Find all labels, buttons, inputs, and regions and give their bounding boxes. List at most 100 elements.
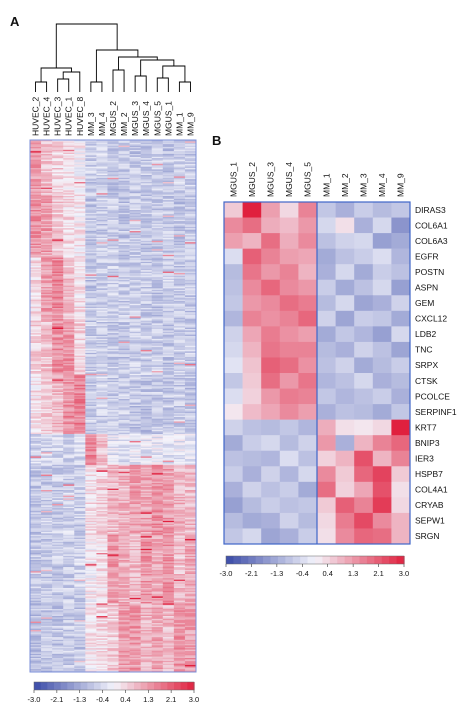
heatmap-cell <box>63 581 75 583</box>
heatmap-cell <box>85 222 97 225</box>
heatmap-cell <box>52 453 64 456</box>
heatmap-cell <box>184 219 197 222</box>
heatmap-cell <box>162 351 175 354</box>
heatmap-cell <box>74 571 86 573</box>
heatmap-cell <box>96 166 108 169</box>
heatmap-cell <box>140 351 153 354</box>
heatmap-cell <box>140 187 153 190</box>
heatmap-cell <box>63 529 75 531</box>
heatmap-cell <box>129 257 141 260</box>
heatmap-cell <box>162 326 175 328</box>
heatmap-cell <box>41 443 53 446</box>
heatmap-cell <box>30 492 42 495</box>
heatmap-cell <box>140 263 153 265</box>
heatmap-cell <box>52 226 64 229</box>
heatmap-cell <box>30 354 42 356</box>
heatmap-cell <box>52 408 64 411</box>
heatmap-cell <box>162 295 175 298</box>
heatmap-cell <box>63 393 75 396</box>
heatmap-cell <box>118 284 130 286</box>
heatmap-cell <box>129 511 141 513</box>
heatmap-cell <box>63 554 75 557</box>
heatmap-cell <box>184 358 197 361</box>
heatmap-cell <box>140 422 153 425</box>
heatmap-cell <box>162 420 175 422</box>
heatmap-cell <box>41 177 53 180</box>
heatmap-cell <box>96 600 108 603</box>
heatmap-cell <box>41 191 53 194</box>
heatmap-cell <box>162 397 175 400</box>
heatmap-cell <box>173 274 186 277</box>
heatmap-cell <box>74 152 86 155</box>
heatmap-cell <box>129 522 141 524</box>
heatmap-cell <box>184 203 197 205</box>
heatmap-cell <box>140 555 153 558</box>
heatmap-cell <box>85 494 97 496</box>
heatmap-cell <box>151 448 164 450</box>
heatmap-cell <box>162 210 175 212</box>
dendrogram-branch-12 <box>95 49 139 82</box>
heatmap-cell <box>85 246 97 249</box>
heatmap-cell <box>151 163 164 166</box>
heatmap-cell <box>118 469 130 471</box>
heatmap-cell <box>184 463 197 466</box>
heatmap-cell <box>151 145 164 148</box>
heatmap-cell <box>151 487 164 489</box>
heatmap-cell <box>151 204 164 207</box>
heatmap-cell <box>30 560 42 562</box>
heatmap-cell <box>162 415 175 418</box>
heatmap-cell <box>74 292 86 295</box>
heatmap-cell <box>140 373 153 376</box>
heatmap-cell <box>151 560 164 562</box>
heatmap-cell <box>96 191 108 194</box>
heatmap-cell <box>74 375 86 377</box>
heatmap-cell <box>74 154 86 156</box>
heatmap-cell <box>96 392 108 394</box>
heatmap-cell <box>184 569 197 572</box>
heatmap-cell <box>52 436 64 439</box>
heatmap-cell <box>129 214 141 216</box>
heatmap-cell <box>52 245 64 247</box>
heatmap-cell <box>63 527 75 530</box>
heatmap-cell <box>63 296 75 299</box>
heatmap-cell <box>74 492 86 495</box>
heatmap-cell <box>184 466 197 468</box>
heatmap-cell <box>52 392 64 394</box>
heatmap-cell <box>41 320 53 323</box>
heatmap-cell <box>118 221 130 223</box>
heatmap-cell <box>151 469 164 471</box>
heatmap-cell <box>129 532 141 534</box>
heatmap-cell <box>74 553 86 555</box>
heatmap-cell <box>41 337 53 340</box>
heatmap-cell <box>30 522 42 524</box>
heatmap-cell <box>151 217 164 219</box>
heatmap-cell <box>184 305 197 307</box>
heatmap-cell <box>85 526 97 529</box>
heatmap-cell <box>173 320 186 323</box>
heatmap-cell <box>41 428 53 431</box>
heatmap-cell <box>162 505 175 508</box>
heatmap-cell <box>74 308 86 310</box>
heatmap-cell <box>85 193 97 195</box>
heatmap-cell <box>162 470 175 473</box>
heatmap-cell <box>85 589 97 592</box>
heatmap-cell <box>118 471 130 474</box>
heatmap-cell <box>129 543 141 545</box>
heatmap-cell <box>173 537 186 540</box>
heatmap-cell <box>96 180 108 183</box>
heatmap-cell <box>41 298 53 300</box>
heatmap-cell <box>107 494 119 496</box>
heatmap-cell <box>129 453 141 456</box>
heatmap-cell <box>96 186 108 188</box>
heatmap-cell <box>118 478 130 481</box>
heatmap-cell <box>162 207 175 209</box>
heatmap-cell <box>140 218 153 221</box>
heatmap-cell <box>30 407 42 410</box>
heatmap-cell <box>96 488 108 491</box>
heatmap-cell <box>129 204 141 207</box>
heatmap-cell <box>85 539 97 541</box>
heatmap-cell <box>129 583 141 586</box>
heatmap-cell <box>118 308 130 310</box>
heatmap-cell <box>151 522 164 524</box>
heatmap-cell <box>151 452 164 454</box>
